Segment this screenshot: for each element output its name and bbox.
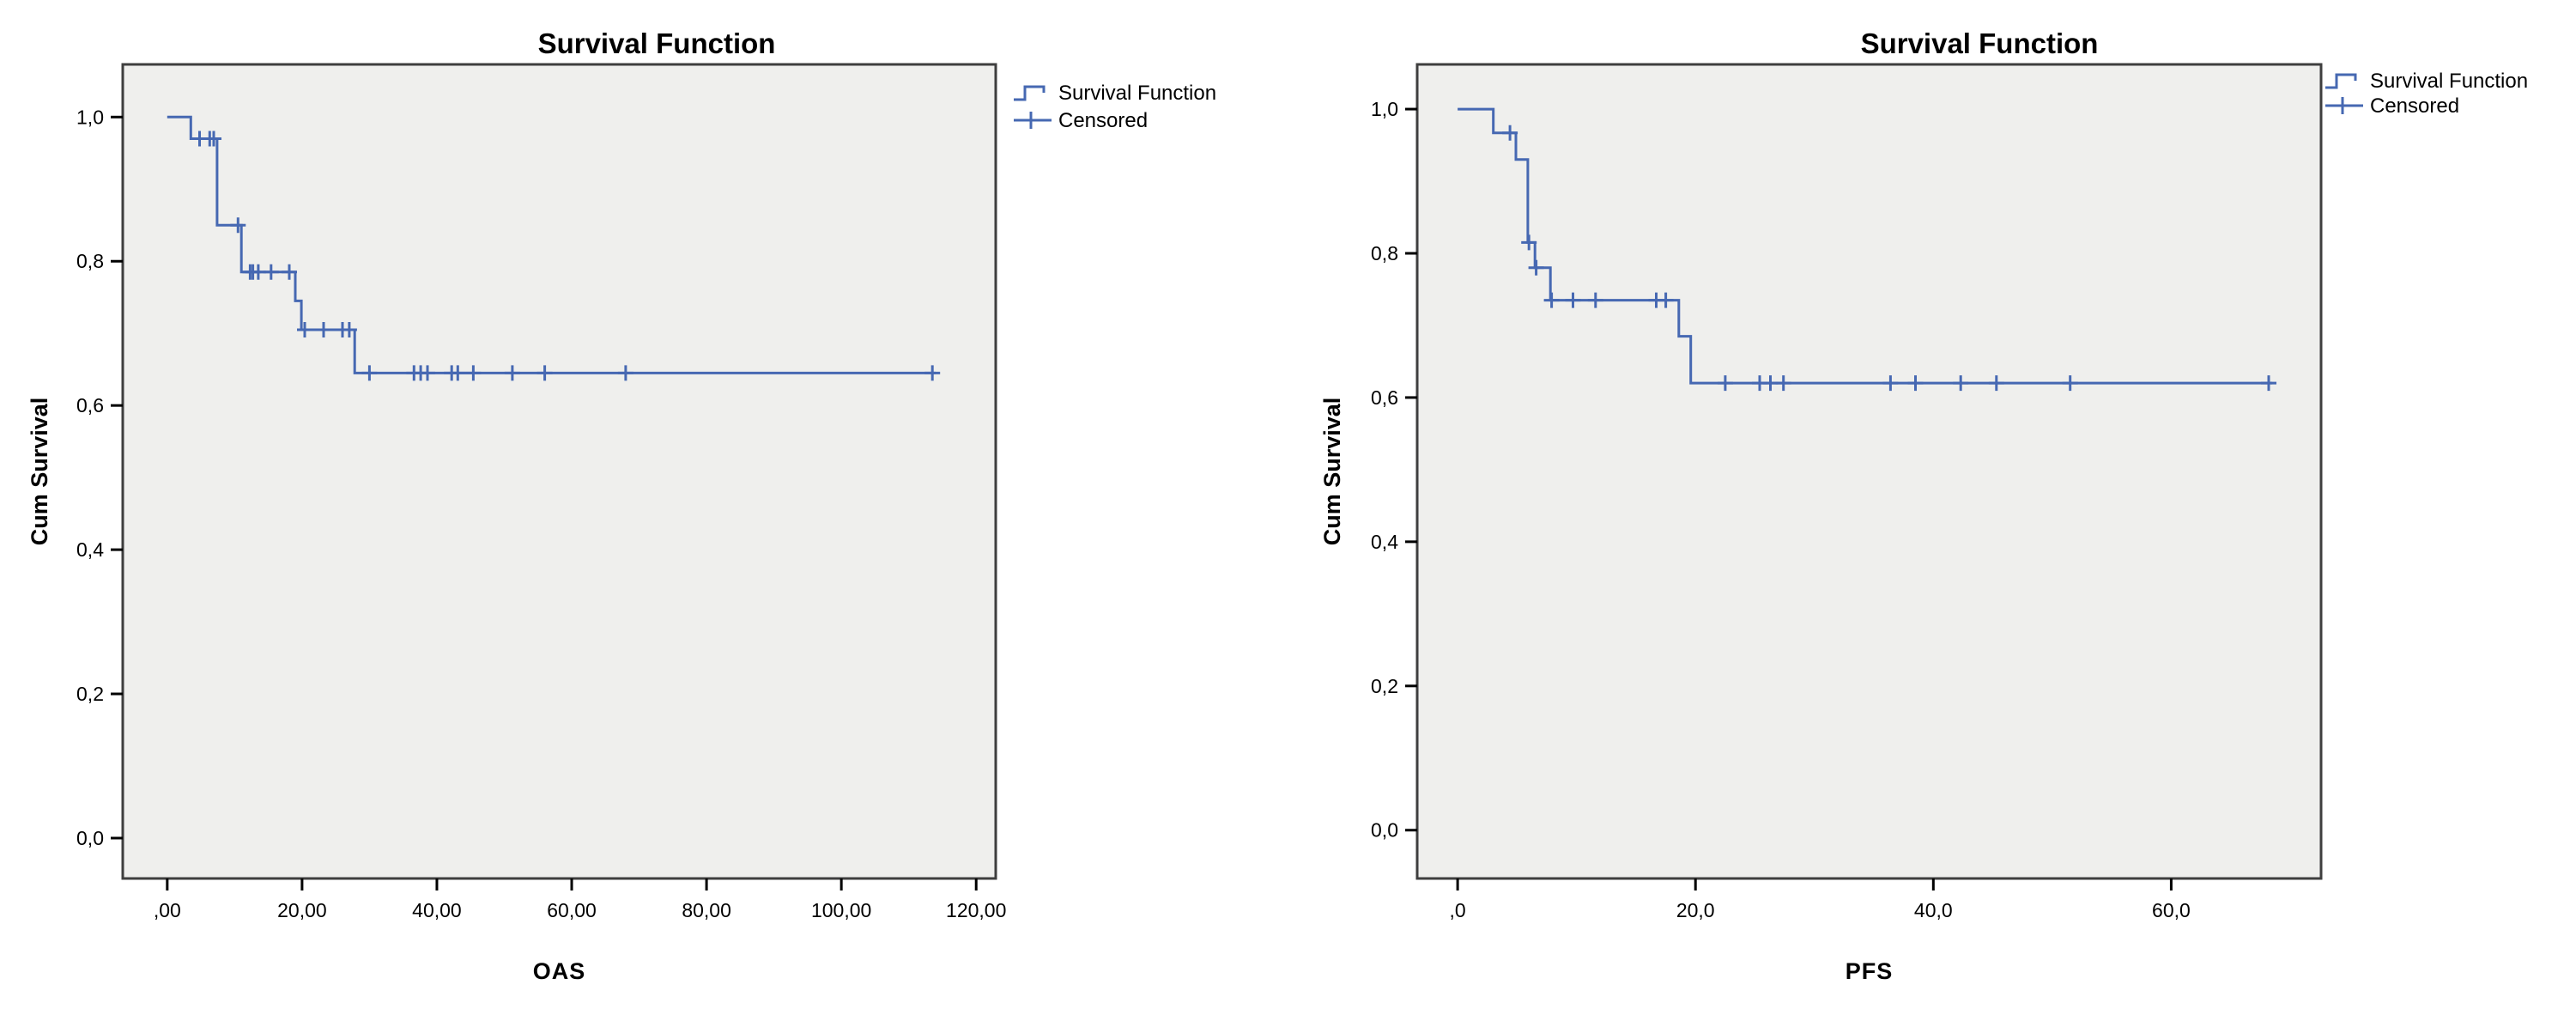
x-tick-label: 40,00 xyxy=(412,899,462,921)
censor-mark xyxy=(263,264,279,280)
censor-mark xyxy=(924,365,941,381)
censor-mark xyxy=(1521,234,1537,251)
x-tick-label: ,00 xyxy=(154,899,181,921)
y-axis-label: Cum Survival xyxy=(1319,398,1345,546)
oas-chart-svg: 0,0 0,2 0,4 0,6 0,8 1,0 ,00 20,00 40,00 60,00 80,0… xyxy=(27,27,1216,984)
censor-mark xyxy=(230,217,246,234)
censor-mark xyxy=(536,365,553,381)
plot-area xyxy=(121,63,997,880)
y-tick-label: 0,4 xyxy=(76,538,104,561)
legend-item-label: Censored xyxy=(2370,94,2459,118)
y-axis-label: Cum Survival xyxy=(27,398,52,546)
legend-step-line-icon xyxy=(2325,73,2357,89)
y-tick-label: 0,6 xyxy=(1371,386,1398,409)
censor-mark xyxy=(1775,375,1791,392)
censor-mark xyxy=(2062,375,2078,392)
y-axis: 0,0 0,2 0,4 0,6 0,8 1,0 xyxy=(76,106,123,849)
legend-plus-icon xyxy=(1014,112,1052,129)
censor-mark xyxy=(420,365,435,381)
x-tick-label: 20,0 xyxy=(1676,899,1715,921)
y-axis: 0,0 0,2 0,4 0,6 0,8 1,0 xyxy=(1371,98,1417,842)
censor-mark xyxy=(1882,375,1899,392)
y-tick-label: 0,2 xyxy=(1371,675,1398,697)
censor-mark xyxy=(341,322,357,337)
x-axis: ,0 20,0 40,0 60,0 xyxy=(1450,878,2191,921)
censor-mark xyxy=(617,365,633,381)
x-tick-label: ,0 xyxy=(1450,899,1466,921)
legend-item-label: Survival Function xyxy=(1058,82,1216,105)
censor-mark xyxy=(282,264,297,280)
censor-mark xyxy=(206,131,221,147)
chart-title: Survival Function xyxy=(1861,27,2099,59)
censor-mark xyxy=(1953,375,1969,392)
y-tick-label: 0,8 xyxy=(76,250,104,272)
x-axis-label: OAS xyxy=(533,958,586,984)
x-tick-label: 60,0 xyxy=(2152,899,2191,921)
censor-mark xyxy=(316,322,331,337)
censor-mark xyxy=(297,322,312,337)
x-tick-label: 100,00 xyxy=(811,899,871,921)
y-tick-label: 1,0 xyxy=(76,106,104,128)
censor-mark xyxy=(465,365,482,381)
legend: Survival Function Censored xyxy=(1014,82,1216,132)
censor-mark xyxy=(450,365,466,381)
censor-mark xyxy=(1543,292,1560,308)
x-tick-label: 60,00 xyxy=(547,899,597,921)
legend-step-line-icon xyxy=(1014,85,1046,101)
y-tick-label: 0,4 xyxy=(1371,531,1398,553)
censor-mark xyxy=(504,365,520,381)
y-tick-label: 0,6 xyxy=(76,394,104,416)
censor-mark xyxy=(1907,375,1924,392)
censor-mark xyxy=(1565,292,1581,308)
x-tick-label: 120,00 xyxy=(946,899,1006,921)
x-axis-label: PFS xyxy=(1846,958,1894,984)
censor-marks xyxy=(1502,125,2276,392)
censor-mark xyxy=(1658,292,1674,308)
censor-mark xyxy=(1528,259,1544,276)
oas-survival-chart: 0,0 0,2 0,4 0,6 0,8 1,0 ,00 20,00 40,00 60,00 80,0… xyxy=(27,27,1216,984)
legend-item-label: Survival Function xyxy=(2370,70,2528,93)
censor-mark xyxy=(1587,292,1603,308)
censor-marks xyxy=(191,131,941,381)
y-tick-label: 0,0 xyxy=(1371,819,1398,842)
x-tick-label: 40,0 xyxy=(1914,899,1953,921)
censor-mark xyxy=(2261,375,2276,392)
y-tick-label: 0,2 xyxy=(76,683,104,705)
y-tick-label: 1,0 xyxy=(1371,98,1398,120)
pfs-survival-chart: 0,0 0,2 0,4 0,6 0,8 1,0 ,0 20,0 40,0 60,0 Survival… xyxy=(1288,0,2576,1009)
pfs-chart-svg: 0,0 0,2 0,4 0,6 0,8 1,0 ,0 20,0 40,0 60,0 Survival… xyxy=(1319,27,2528,984)
legend-plus-icon xyxy=(2325,97,2363,114)
censor-mark xyxy=(1717,375,1733,392)
censor-mark xyxy=(1988,375,2004,392)
x-tick-label: 80,00 xyxy=(682,899,731,921)
censor-mark xyxy=(361,365,378,381)
x-tick-label: 20,00 xyxy=(277,899,327,921)
y-tick-label: 0,8 xyxy=(1371,242,1398,264)
plot-area xyxy=(1415,63,2323,880)
y-tick-label: 0,0 xyxy=(76,827,104,849)
legend-item-label: Censored xyxy=(1058,109,1148,132)
chart-title: Survival Function xyxy=(538,27,776,59)
censor-mark xyxy=(1762,375,1779,392)
censor-mark xyxy=(1502,125,1518,141)
x-axis: ,00 20,00 40,00 60,00 80,00 100,00 120,00 xyxy=(154,878,1006,921)
